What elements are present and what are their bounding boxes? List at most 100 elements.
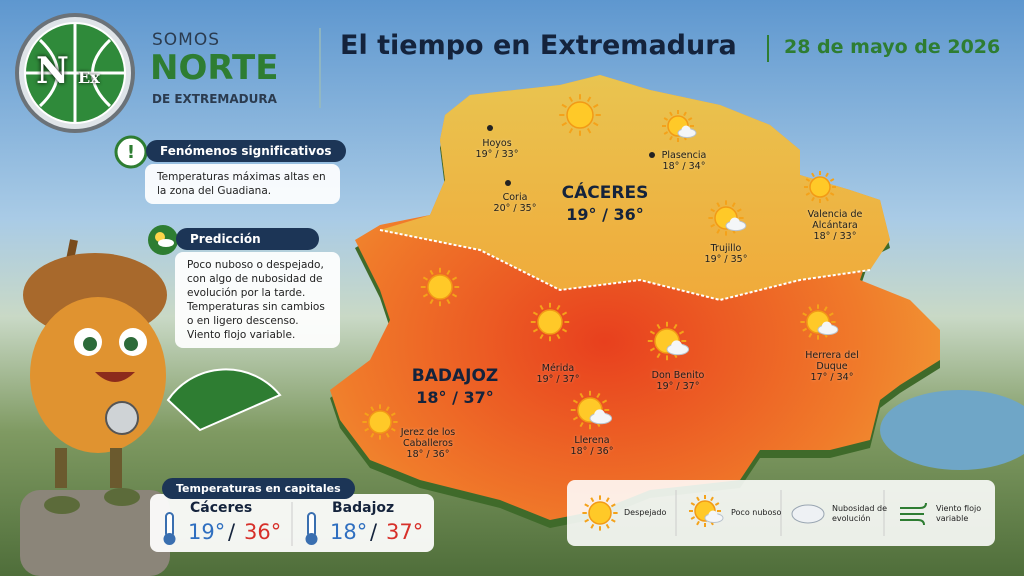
sun-ray bbox=[802, 327, 808, 332]
sun-cloud-icon bbox=[647, 321, 690, 361]
sun-ray bbox=[451, 276, 458, 281]
province-temps: 19° / 36° bbox=[566, 205, 644, 224]
sun-ray bbox=[710, 223, 716, 228]
sun-ray bbox=[422, 276, 429, 281]
sun-ray bbox=[561, 311, 568, 316]
sun-cloud-icon bbox=[662, 110, 697, 142]
panel-text: Poco nuboso o despejado, con algo de nub… bbox=[175, 252, 340, 348]
sun-icon bbox=[804, 171, 836, 203]
logo-line: NORTE bbox=[150, 48, 279, 88]
caceres-region bbox=[380, 75, 890, 300]
sun-ray bbox=[649, 347, 656, 352]
sun-ray bbox=[825, 196, 829, 202]
city-name: Plasencia bbox=[661, 150, 707, 161]
logo-grid bbox=[25, 23, 125, 123]
sun-ray bbox=[586, 128, 592, 134]
sun-disc bbox=[368, 410, 392, 434]
legend-label: Nubosidad de evolución bbox=[832, 504, 888, 523]
sun-ray bbox=[556, 304, 561, 311]
sun-ray bbox=[610, 518, 616, 523]
legend-label: Despejado bbox=[624, 508, 667, 517]
mascot bbox=[20, 239, 282, 576]
city-temps: 17° / 34° bbox=[810, 372, 854, 383]
city-name: Mérida bbox=[541, 363, 575, 374]
cloud bbox=[821, 321, 832, 332]
sun-ray bbox=[539, 304, 544, 311]
capitals-title: Temperaturas en capitales bbox=[162, 478, 355, 499]
sun-ray bbox=[561, 103, 567, 109]
sun-ray bbox=[364, 427, 370, 432]
sun-ray bbox=[710, 496, 714, 502]
capital-separator: / bbox=[370, 520, 378, 544]
sun-ray bbox=[605, 523, 610, 529]
city-name: Coria bbox=[502, 192, 528, 203]
sun-ray bbox=[649, 330, 656, 335]
city-label: Hoyos 19° / 33° bbox=[452, 138, 542, 160]
sun-ray bbox=[802, 312, 808, 317]
sun-ray bbox=[446, 269, 451, 276]
city-temps: 20° / 35° bbox=[493, 203, 537, 214]
sun-ray bbox=[731, 202, 736, 208]
cloud-icon bbox=[791, 504, 825, 524]
province-name: BADAJOZ bbox=[411, 366, 499, 386]
city-label: Don Benito 19° / 37° bbox=[633, 370, 723, 392]
thermometer-icons bbox=[163, 512, 318, 545]
panel-text: Temperaturas máximas altas en la zona de… bbox=[145, 164, 340, 204]
wind-icon bbox=[900, 502, 927, 526]
sun-cloud-icon bbox=[570, 390, 613, 430]
sun-icon bbox=[559, 94, 601, 136]
capital-min: 18° bbox=[330, 520, 368, 544]
city-name: Llerena bbox=[574, 435, 610, 446]
sun-ray bbox=[385, 432, 390, 438]
city-name: Don Benito bbox=[651, 370, 705, 381]
city-label: Trujillo 19° / 35° bbox=[681, 243, 771, 265]
province-name: CÁCERES bbox=[561, 183, 649, 203]
sun-ray bbox=[716, 228, 721, 234]
capital-max: 36° bbox=[244, 520, 282, 544]
sun-ray bbox=[579, 392, 584, 399]
sun-ray bbox=[568, 96, 574, 102]
cloud bbox=[708, 510, 718, 520]
sun-ray bbox=[825, 172, 829, 178]
city-dot bbox=[487, 125, 493, 131]
sun-ray bbox=[808, 306, 813, 312]
sun-ray bbox=[714, 502, 720, 506]
sun-ray bbox=[828, 312, 834, 317]
sun-ray bbox=[590, 523, 595, 529]
sun-ray bbox=[811, 196, 815, 202]
alert-mark: ! bbox=[127, 142, 135, 163]
city-label: Herrera del Duque 17° / 34° bbox=[797, 350, 867, 383]
sun-ray bbox=[663, 117, 669, 121]
sun-disc bbox=[427, 274, 453, 300]
province-border bbox=[379, 229, 871, 302]
sun-ray bbox=[811, 172, 815, 178]
city-temps: 18° / 34° bbox=[662, 161, 706, 172]
sun-ray bbox=[572, 416, 579, 421]
sun-ray bbox=[716, 202, 721, 208]
city-temps: 19° / 37° bbox=[536, 374, 580, 385]
cloud bbox=[671, 340, 682, 352]
capital-name: Cáceres bbox=[190, 500, 253, 516]
sun-ray bbox=[584, 503, 590, 508]
city-name: Hoyos bbox=[482, 138, 512, 149]
sun-disc bbox=[588, 501, 612, 525]
sun-ray bbox=[829, 192, 835, 196]
city-label: Jerez de los Caballeros 18° / 36° bbox=[388, 427, 468, 460]
city-name: Herrera del Duque bbox=[805, 350, 859, 372]
cloud bbox=[594, 409, 605, 421]
sun-ray bbox=[579, 421, 584, 428]
sun-ray bbox=[829, 178, 835, 182]
sun-ray bbox=[696, 496, 700, 502]
sun-ray bbox=[673, 323, 678, 330]
city-temps: 18° / 36° bbox=[406, 449, 450, 460]
sun-ray bbox=[429, 269, 434, 276]
sun-ray bbox=[805, 192, 811, 196]
city-label: Plasencia 18° / 34° bbox=[639, 150, 729, 172]
city-label: Mérida 19° / 37° bbox=[513, 363, 603, 385]
sun-ray bbox=[805, 178, 811, 182]
sun-ray bbox=[605, 497, 610, 503]
sun-ray bbox=[390, 412, 396, 417]
